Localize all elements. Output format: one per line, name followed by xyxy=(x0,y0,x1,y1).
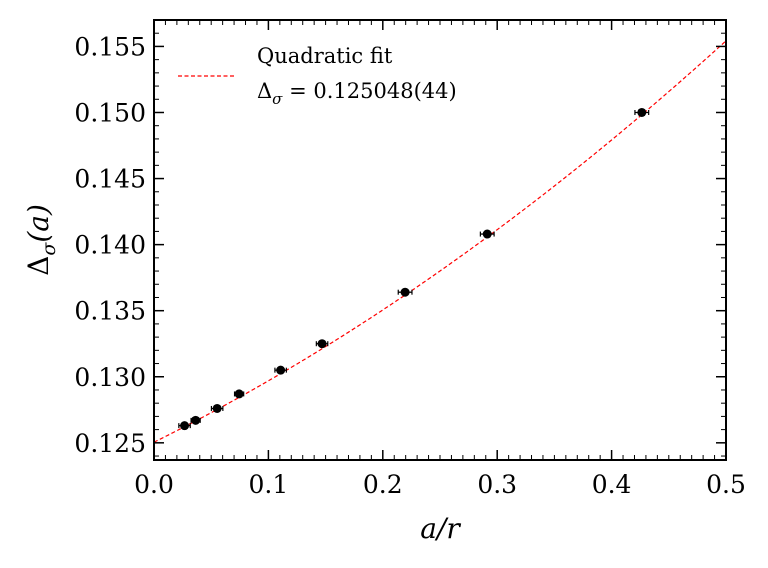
data-point xyxy=(637,107,647,117)
y-axis-label-symbol: Δ xyxy=(22,256,55,276)
data-point xyxy=(180,421,190,431)
y-tick-label: 0.125 xyxy=(74,429,146,458)
data-point xyxy=(276,365,286,375)
y-tick-label: 0.130 xyxy=(74,363,146,392)
x-tick-label: 0.3 xyxy=(477,470,517,499)
data-point xyxy=(212,403,222,413)
x-tick-label: 0.4 xyxy=(592,470,632,499)
y-axis-label-arg: (a) xyxy=(22,204,55,243)
data-point xyxy=(400,287,410,297)
y-tick-label: 0.155 xyxy=(74,32,146,61)
x-tick-label: 0.0 xyxy=(134,470,174,499)
x-tick-label: 0.2 xyxy=(363,470,403,499)
y-axis-label: Δσ(a) xyxy=(22,204,60,276)
y-tick-label: 0.145 xyxy=(74,165,146,194)
data-point xyxy=(317,339,327,349)
data-point xyxy=(191,415,201,425)
plot-frame xyxy=(153,19,727,461)
x-tick-label: 0.5 xyxy=(706,470,746,499)
plot-area xyxy=(154,20,726,460)
legend-fit-value: Δσ = 0.125048(44) xyxy=(257,79,457,108)
y-tick-label: 0.135 xyxy=(74,297,146,326)
legend-fit-label: Quadratic fit xyxy=(257,44,393,68)
tick-labels-layer: 0.0 0.1 0.2 0.3 0.4 0.5 0.125 0.130 0.135 0.140 0.… xyxy=(74,32,745,499)
points-layer xyxy=(178,107,650,431)
y-tick-label: 0.150 xyxy=(74,98,146,127)
data-point xyxy=(482,229,492,239)
legend: Quadratic fit Δσ = 0.125048(44) xyxy=(178,44,457,108)
legend-sigma: σ xyxy=(272,90,283,108)
legend-delta: Δ xyxy=(257,79,272,103)
y-axis-label-subscript: σ xyxy=(38,242,60,256)
fit-layer xyxy=(153,40,727,443)
y-tick-label: 0.140 xyxy=(74,231,146,260)
data-point xyxy=(234,389,244,399)
fit-curve xyxy=(153,40,727,443)
x-axis-label: a/r xyxy=(420,512,461,545)
legend-value: = 0.125048(44) xyxy=(282,79,456,103)
x-tick-label: 0.1 xyxy=(249,470,289,499)
